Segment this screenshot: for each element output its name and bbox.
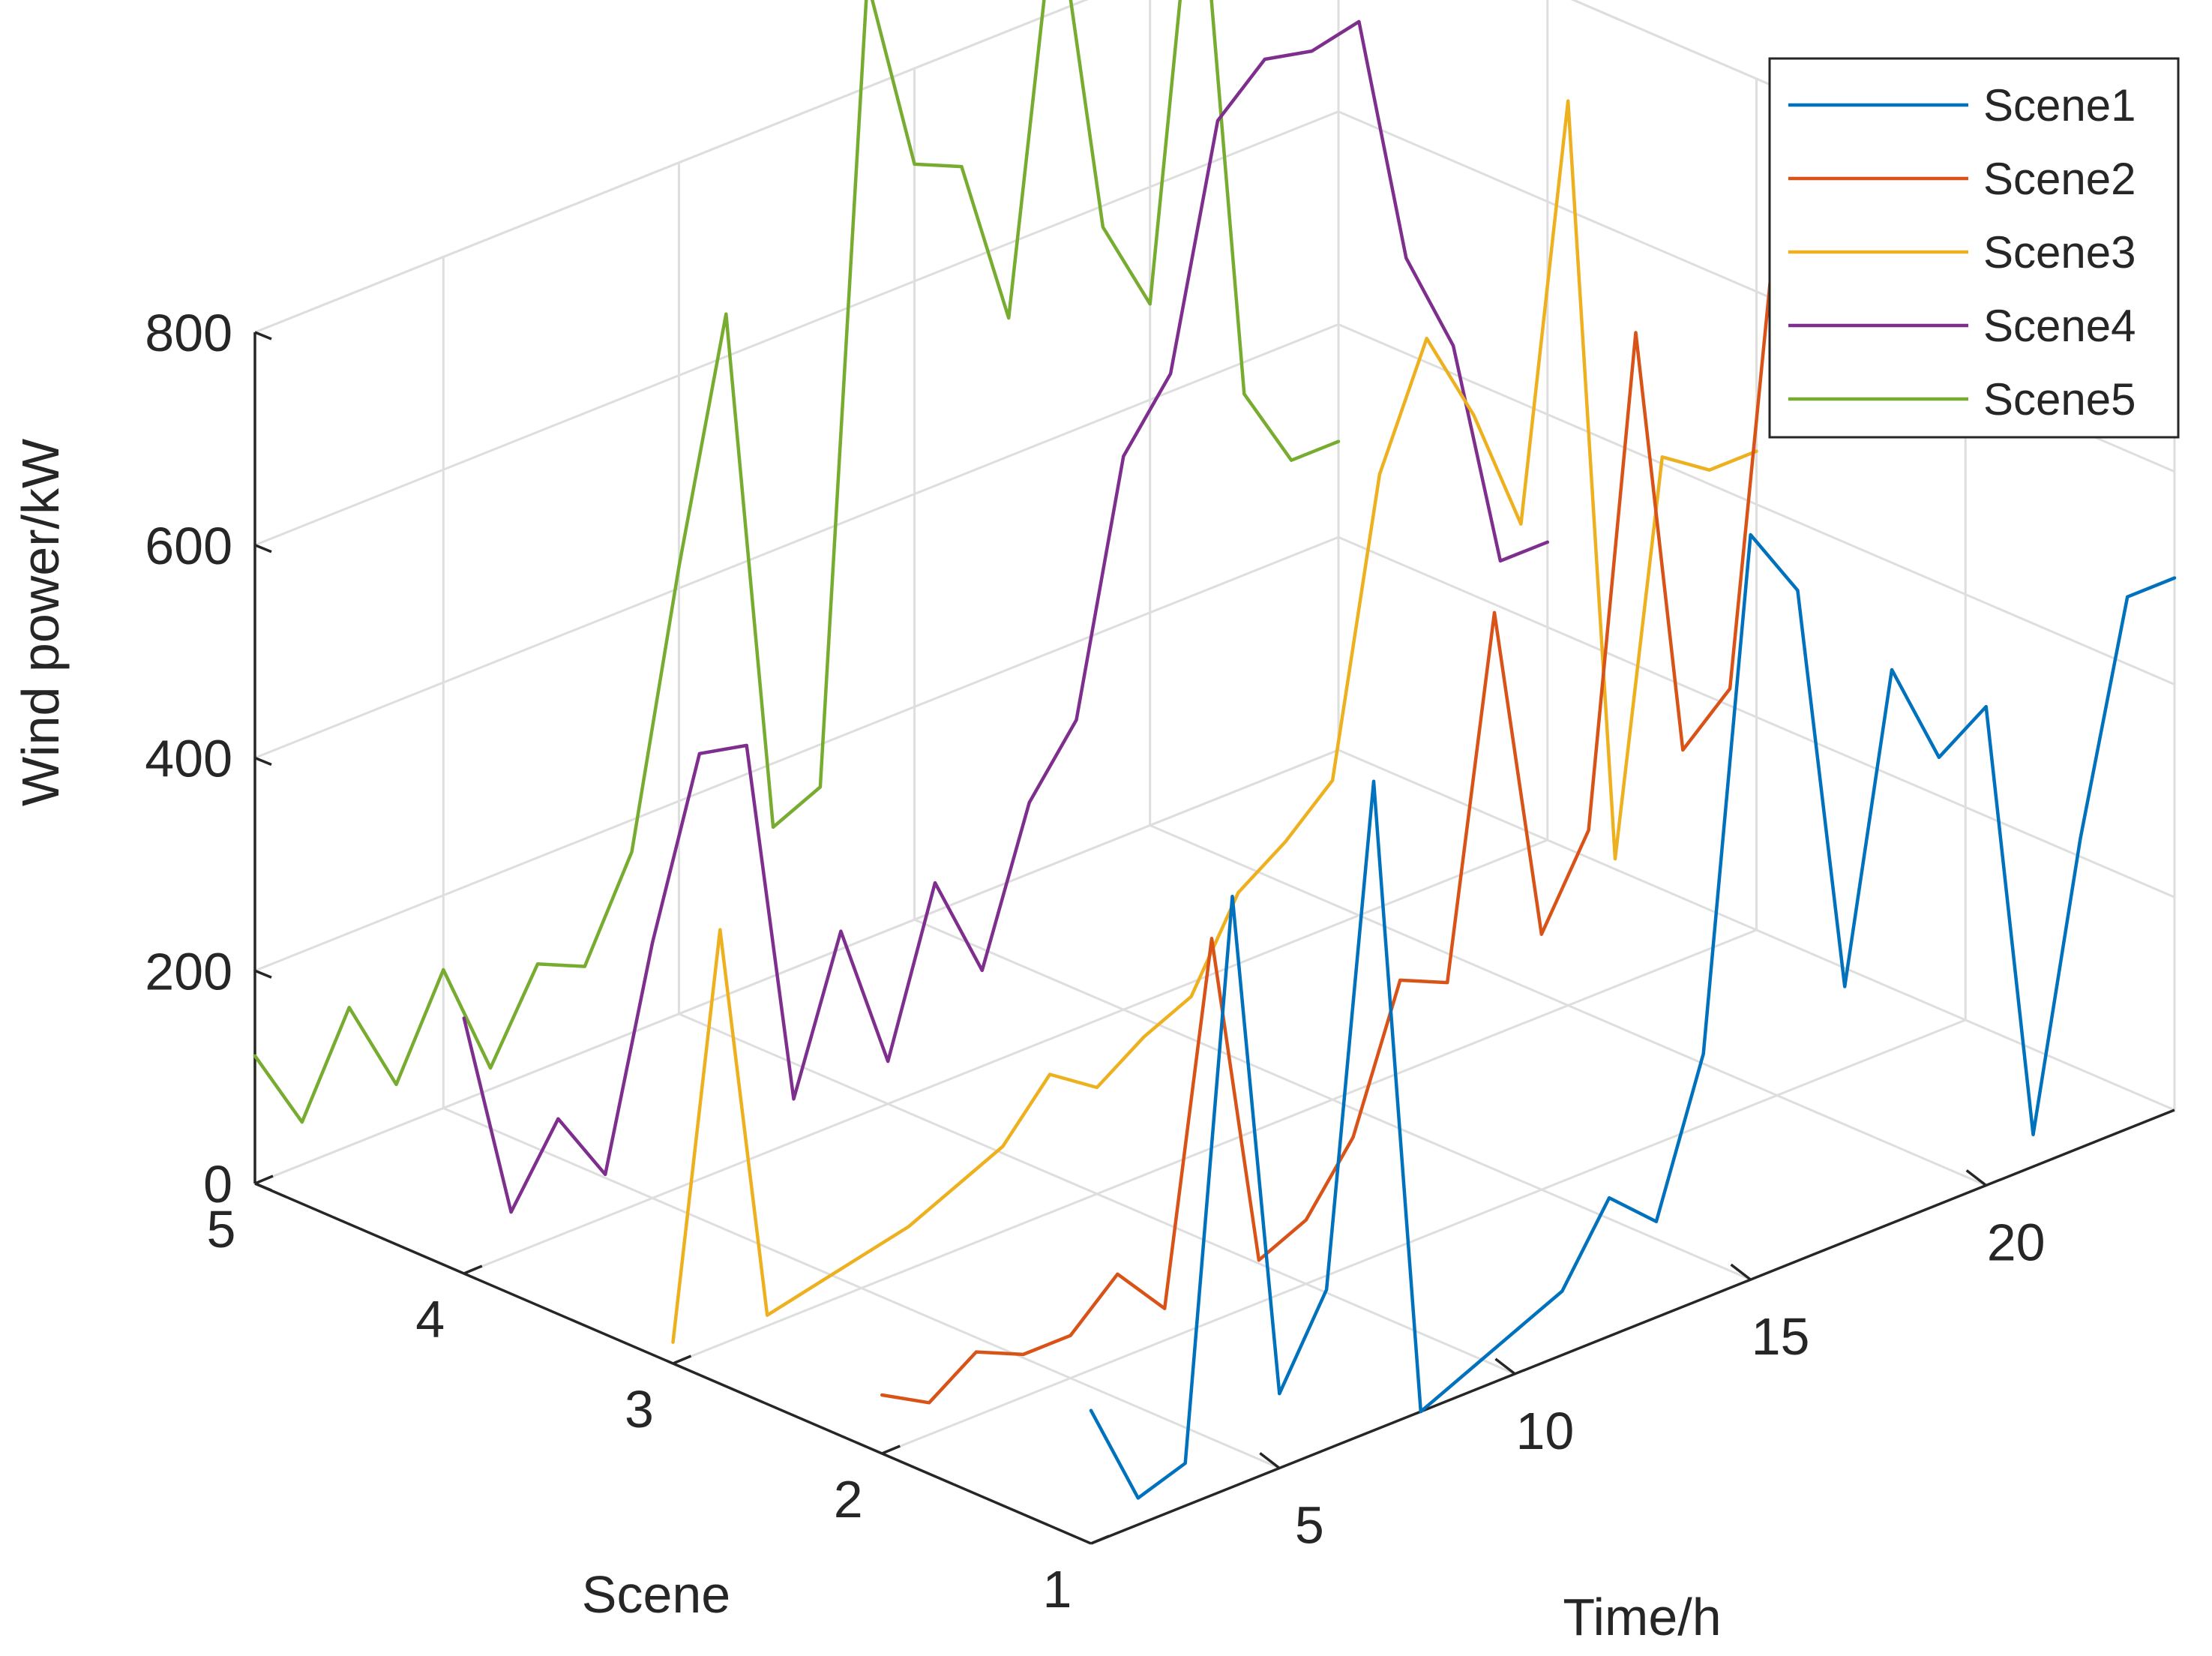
time-tick-label: 20 [1987,1214,2046,1272]
z-tick-label: 200 [145,942,232,1000]
grid-line [1338,323,2175,686]
z-axis-label: Wind power/kW [11,439,70,806]
z-tick [254,756,272,766]
grid-line [254,110,1339,547]
legend-label: Scene5 [1983,374,2136,424]
grid-line [254,536,1339,972]
grid-line [672,928,1758,1365]
z-tick [254,331,272,340]
time-tick [1494,1358,1516,1376]
series-layer [253,0,2177,1500]
legend-box [1768,57,2180,439]
legend-label: Scene2 [1983,154,2136,204]
grid-line [1338,536,2175,898]
scene-tick [1090,1534,1110,1545]
time-axis-line [1090,1108,2175,1545]
z-tick-label: 400 [145,730,232,788]
time-tick [1259,1452,1281,1469]
z-tick [254,969,272,979]
axes-layer [253,331,2175,1545]
z-tick [254,544,272,554]
time-tick [1965,1169,1987,1186]
z-tick-label: 0 [203,1155,232,1214]
grid-line [254,748,1339,1185]
series-line-scene3 [671,99,1758,1344]
time-tick-label: 10 [1515,1402,1574,1460]
scene-tick-label: 5 [207,1200,236,1258]
scene-tick-label: 1 [1043,1560,1072,1618]
scene-tick [254,1174,274,1185]
legend-label: Scene4 [1983,301,2136,351]
scene-tick-label: 4 [415,1290,445,1348]
scene-axis-label: Scene [582,1565,730,1624]
time-tick-label: 15 [1752,1307,1810,1366]
grid-line [463,838,1548,1275]
scene-tick [463,1264,483,1275]
scene-tick-label: 3 [625,1380,654,1438]
scene-tick [881,1444,901,1455]
series-line-scene5 [253,0,1341,1124]
box-edge [254,0,1089,334]
time-axis-label: Time/h [1563,1588,1721,1646]
time-tick-label: 5 [1295,1496,1324,1554]
legend-label: Scene1 [1983,80,2136,130]
scene-tick-label: 2 [834,1470,863,1528]
tick-label-layer: 0 200 400 600 800 1 2 3 4 5 5 10 15 20 [145,304,2045,1618]
scene-tick [672,1354,692,1365]
series-line-scene4 [462,20,1550,1214]
legend: Scene1 Scene2 Scene3 Scene4 Scene5 [1768,57,2180,439]
series-line-scene1 [1089,532,2177,1500]
grid-line [254,323,1339,759]
z-tick [254,1182,272,1192]
grid-line [881,1018,1966,1455]
time-tick [1730,1263,1752,1281]
z-tick-label: 600 [145,517,232,575]
legend-label: Scene3 [1983,227,2136,278]
z-tick-label: 800 [145,304,232,362]
